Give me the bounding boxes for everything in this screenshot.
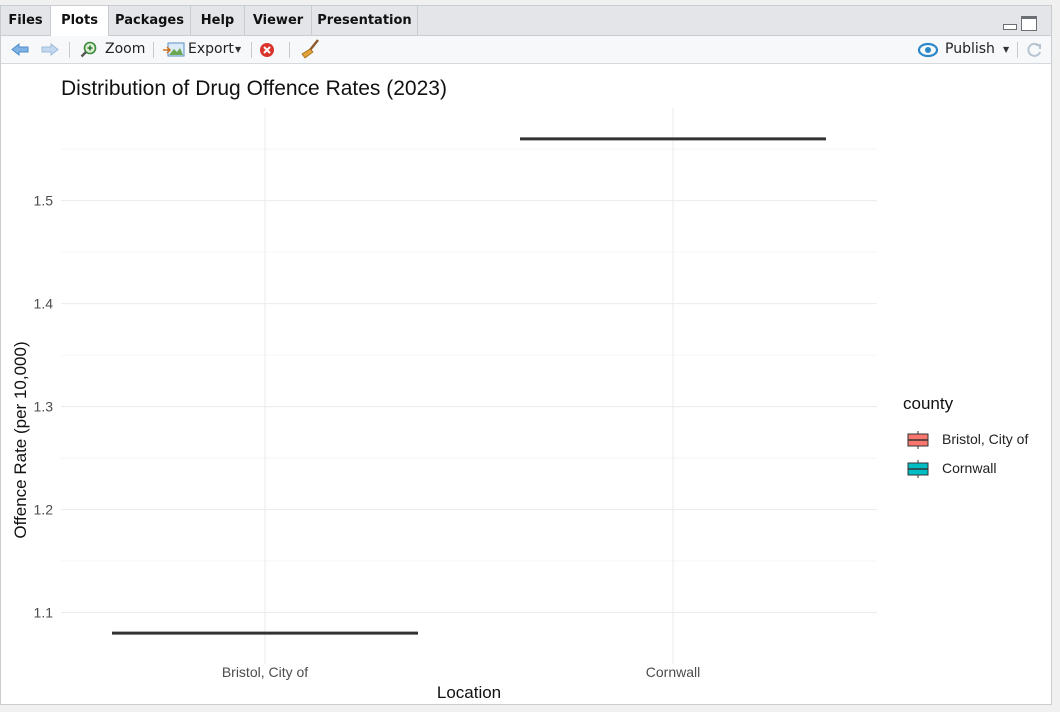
legend-label-cornwall: Cornwall (942, 460, 997, 476)
clear-all-plots-button[interactable] (299, 36, 321, 63)
broom-icon (301, 39, 319, 59)
publish-chevron-down-icon: ▼ (1003, 45, 1010, 54)
plots-toolbar: Zoom Export ▼ (1, 36, 1051, 64)
zoom-button[interactable]: Zoom (79, 36, 145, 63)
zoom-magnifier-icon (80, 41, 97, 58)
y-tick-label: 1.5 (34, 193, 54, 209)
legend-key-bristol (907, 431, 929, 449)
tab-files[interactable]: Files (1, 6, 51, 36)
legend-item-cornwall: Cornwall (907, 458, 1052, 480)
zoom-label: Zoom (105, 41, 146, 57)
x-axis-title: Location (437, 683, 501, 702)
publish-button[interactable]: Publish ▼ (917, 36, 1011, 63)
x-tick-label: Bristol, City of (222, 664, 308, 680)
minimize-pane-button[interactable] (1003, 24, 1017, 30)
export-menu-button[interactable]: Export ▼ (163, 36, 245, 63)
x-axis-ticks: Bristol, City of Cornwall (222, 664, 700, 680)
tab-help[interactable]: Help (191, 6, 245, 36)
y-axis-ticks: 1.1 1.2 1.3 1.4 1.5 (34, 193, 54, 621)
tab-presentation[interactable]: Presentation (312, 6, 418, 36)
remove-plot-button[interactable] (259, 36, 279, 63)
legend-key-cornwall (907, 460, 929, 478)
maximize-pane-button[interactable] (1021, 16, 1037, 31)
tab-plots[interactable]: Plots (51, 6, 109, 37)
plots-pane: Files Plots Packages Help Viewer Present… (0, 5, 1052, 705)
export-chevron-down-icon: ▼ (235, 45, 242, 54)
x-tick-label: Cornwall (646, 664, 700, 680)
tab-packages[interactable]: Packages (109, 6, 191, 36)
legend-label-bristol: Bristol, City of (942, 431, 1029, 447)
legend-item-bristol: Bristol, City of (907, 429, 1052, 451)
pane-tab-bar: Files Plots Packages Help Viewer Present… (1, 6, 1051, 37)
plot-area: Distribution of Drug Offence Rates (2023… (1, 64, 1051, 705)
refresh-icon (1027, 42, 1041, 57)
y-axis-title: Offence Rate (per 10,000) (11, 341, 30, 538)
window-controls (1003, 16, 1039, 32)
refresh-plot-button[interactable] (1025, 36, 1045, 63)
legend-title: county (903, 394, 954, 413)
forward-arrow-icon[interactable] (39, 36, 61, 63)
boxplot-chart: Distribution of Drug Offence Rates (2023… (11, 77, 877, 702)
chart-title: Distribution of Drug Offence Rates (2023… (61, 77, 447, 100)
export-label: Export (188, 41, 234, 57)
y-tick-label: 1.1 (34, 605, 54, 621)
publish-label: Publish (945, 41, 995, 57)
y-tick-label: 1.4 (34, 296, 54, 312)
grid-lines (61, 108, 877, 664)
y-tick-label: 1.3 (34, 399, 54, 415)
tab-viewer[interactable]: Viewer (245, 6, 312, 36)
remove-plot-icon (260, 43, 274, 57)
export-image-icon (163, 42, 185, 57)
publish-icon (917, 42, 939, 58)
y-tick-label: 1.2 (34, 502, 54, 518)
box-marks (112, 137, 826, 635)
back-arrow-icon[interactable] (9, 36, 31, 63)
